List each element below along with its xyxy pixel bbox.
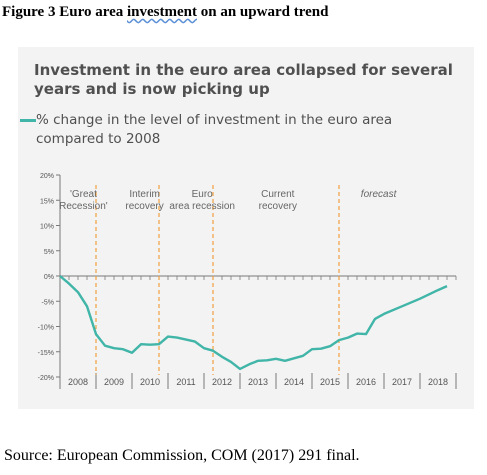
- x-tick-label: 2012: [212, 377, 232, 387]
- series-line: [59, 275, 448, 371]
- y-tick-label: -15%: [38, 350, 54, 357]
- x-tick-label: 2017: [392, 377, 412, 387]
- chart-title: Investment in the euro area collapsed fo…: [34, 61, 453, 98]
- figure-title-underlined-word: investment: [127, 4, 197, 20]
- chart-panel: Investment in the euro area collapsed fo…: [18, 47, 474, 409]
- legend-swatch: [20, 119, 36, 122]
- x-tick-label: 2009: [104, 377, 124, 387]
- x-tick-label: 2014: [284, 377, 304, 387]
- y-tick-label: 5%: [44, 249, 54, 256]
- chart-legend: % change in the level of investment in t…: [20, 111, 440, 149]
- x-tick-label: 2018: [428, 377, 448, 387]
- phase-label: Interim recovery: [125, 189, 163, 212]
- y-tick-label: 10%: [40, 224, 54, 231]
- x-tick-label: 2011: [176, 377, 195, 387]
- phase-label: forecast: [361, 189, 398, 200]
- y-tick-label: -20%: [38, 375, 54, 382]
- y-tick-label: -5%: [42, 299, 54, 306]
- source-note: Source: European Commission, COM (2017) …: [4, 447, 360, 464]
- phase-label: Current recovery: [259, 189, 297, 212]
- x-tick-label: 2013: [248, 377, 268, 387]
- phase-label: Euro area recession: [169, 189, 235, 212]
- y-tick-label: -10%: [38, 325, 54, 332]
- x-tick-label: 2015: [320, 377, 340, 387]
- y-tick-label: 20%: [40, 173, 54, 180]
- phase-label: 'Great Recession': [59, 189, 108, 212]
- legend-label: % change in the level of investment in t…: [36, 112, 393, 147]
- x-tick-label: 2010: [140, 377, 160, 387]
- figure-title: Figure 3 Euro area investment on an upwa…: [2, 4, 329, 20]
- chart-plot: 20% 15% 10% 5% 0% -5% -10% -15% -20% 2008 2009 2010…: [38, 173, 457, 389]
- y-tick-label: 0%: [44, 274, 54, 281]
- y-tick-label: 15%: [40, 198, 54, 205]
- x-tick-label: 2008: [68, 377, 88, 387]
- x-tick-label: 2016: [356, 377, 376, 387]
